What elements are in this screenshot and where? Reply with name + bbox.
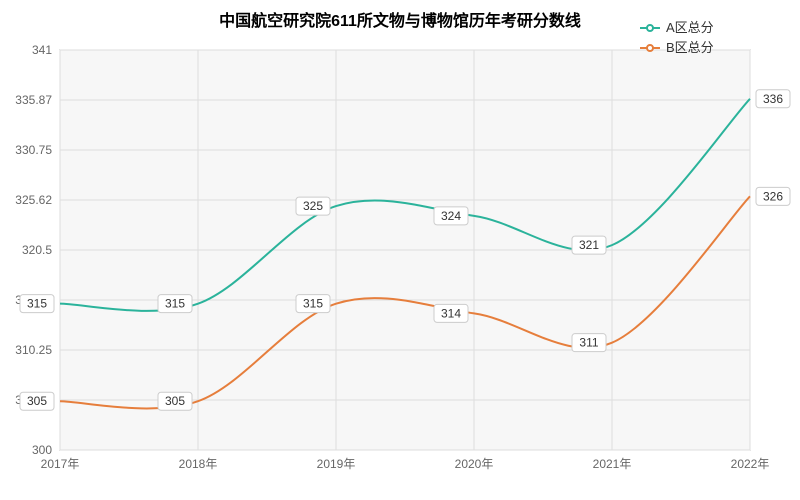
data-label: 315 xyxy=(27,297,47,311)
chart-title: 中国航空研究院611所文物与博物馆历年考研分数线 xyxy=(219,11,581,30)
y-tick-label: 310.25 xyxy=(15,343,52,357)
legend-marker-dot xyxy=(647,45,653,51)
x-tick-label: 2021年 xyxy=(593,457,632,471)
data-label: 325 xyxy=(303,199,323,213)
data-label: 311 xyxy=(579,336,598,350)
data-label: 324 xyxy=(441,209,461,223)
y-tick-label: 335.87 xyxy=(15,93,52,107)
data-label: 315 xyxy=(165,297,185,311)
x-tick-label: 2018年 xyxy=(179,457,218,471)
line-chart: 300305.12310.25315.37320.5325.62330.7533… xyxy=(0,0,800,500)
legend-label: B区总分 xyxy=(666,40,714,55)
x-tick-label: 2022年 xyxy=(731,457,770,471)
y-tick-label: 325.62 xyxy=(15,193,52,207)
data-label: 336 xyxy=(763,92,783,106)
data-label: 321 xyxy=(579,238,599,252)
legend-label: A区总分 xyxy=(666,20,714,35)
y-tick-label: 330.75 xyxy=(15,143,52,157)
data-label: 326 xyxy=(763,189,783,203)
data-label: 315 xyxy=(303,297,323,311)
data-label: 305 xyxy=(27,394,47,408)
y-tick-label: 320.5 xyxy=(22,243,52,257)
data-label: 305 xyxy=(165,394,185,408)
chart-svg: 300305.12310.25315.37320.5325.62330.7533… xyxy=(0,0,800,500)
x-tick-label: 2017年 xyxy=(41,457,80,471)
x-tick-label: 2020年 xyxy=(455,457,494,471)
y-tick-label: 300 xyxy=(32,443,52,457)
x-tick-label: 2019年 xyxy=(317,457,356,471)
data-label: 314 xyxy=(441,306,461,320)
y-tick-label: 341 xyxy=(32,43,52,57)
legend-marker-dot xyxy=(647,25,653,31)
